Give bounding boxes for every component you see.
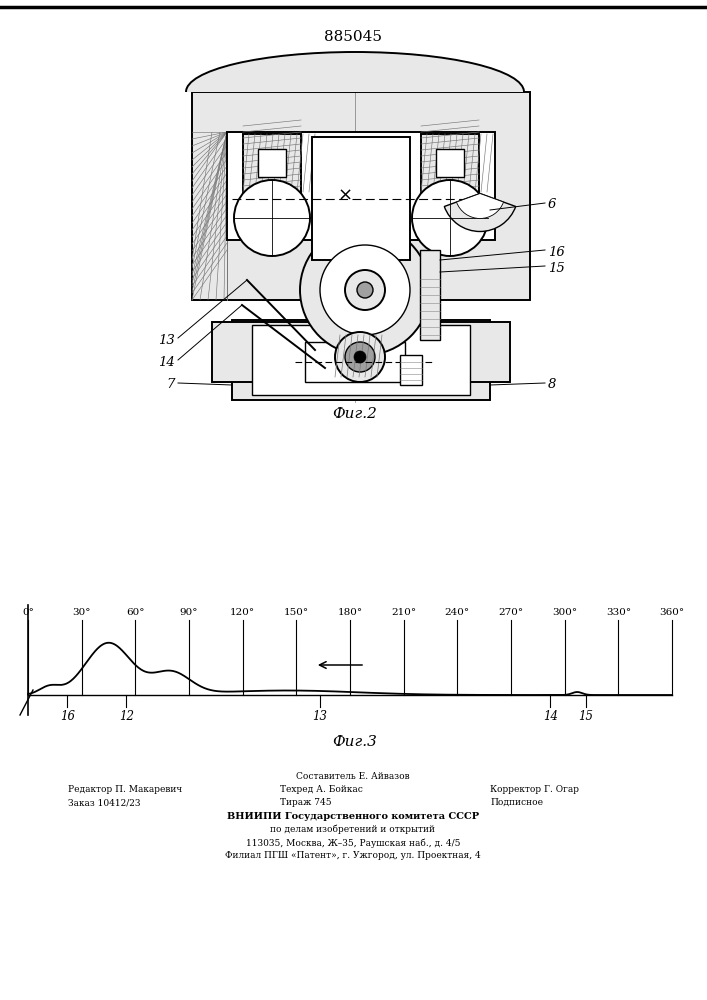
Text: Вид А: Вид А	[329, 54, 377, 68]
Circle shape	[320, 245, 410, 335]
Wedge shape	[444, 194, 515, 232]
Text: 113035, Москва, Ж–35, Раушская наб., д. 4/5: 113035, Москва, Ж–35, Раушская наб., д. …	[246, 838, 460, 848]
Text: 300°: 300°	[552, 608, 577, 617]
Circle shape	[335, 332, 385, 382]
Text: ВНИИПИ Государственного комитета СССР: ВНИИПИ Государственного комитета СССР	[227, 812, 479, 821]
Text: 6: 6	[548, 198, 556, 212]
Wedge shape	[457, 194, 503, 219]
Text: 90°: 90°	[180, 608, 198, 617]
Text: Тираж 745: Тираж 745	[280, 798, 332, 807]
Text: 360°: 360°	[660, 608, 684, 617]
Bar	[305, 342, 405, 382]
Bar	[252, 325, 470, 395]
Text: 14: 14	[543, 710, 558, 723]
Text: Техред А. Бойкас: Техред А. Бойкас	[280, 785, 363, 794]
Text: 0°: 0°	[22, 608, 34, 617]
Text: 150°: 150°	[284, 608, 309, 617]
Text: 7: 7	[167, 378, 175, 391]
Text: 60°: 60°	[126, 608, 145, 617]
Bar	[312, 137, 410, 260]
Text: 12: 12	[119, 710, 134, 723]
Text: 180°: 180°	[337, 608, 363, 617]
Bar	[212, 322, 510, 382]
Text: Редактор П. Макаревич: Редактор П. Макаревич	[68, 785, 182, 794]
Circle shape	[300, 225, 430, 355]
Bar	[420, 250, 440, 340]
Bar	[351, 317, 369, 330]
Bar	[421, 134, 479, 192]
Text: 240°: 240°	[445, 608, 470, 617]
Circle shape	[234, 180, 310, 256]
Polygon shape	[186, 52, 524, 92]
Bar	[243, 134, 301, 192]
Circle shape	[345, 342, 375, 372]
Text: 30°: 30°	[72, 608, 91, 617]
Text: 15: 15	[578, 710, 594, 723]
Bar	[436, 149, 464, 177]
Text: Корректор Г. Огар: Корректор Г. Огар	[490, 785, 579, 794]
Bar	[232, 320, 490, 400]
Text: ×: ×	[337, 186, 353, 205]
Text: 14: 14	[158, 356, 175, 368]
Circle shape	[357, 282, 373, 298]
Bar	[227, 132, 495, 240]
Text: 270°: 270°	[498, 608, 524, 617]
Circle shape	[412, 180, 488, 256]
Circle shape	[345, 270, 385, 310]
Text: 13: 13	[158, 334, 175, 347]
Text: Заказ 10412/23: Заказ 10412/23	[68, 798, 141, 807]
Text: 16: 16	[548, 245, 565, 258]
Text: Составитель Е. Айвазов: Составитель Е. Айвазов	[296, 772, 410, 781]
Bar	[192, 92, 530, 300]
Bar	[258, 149, 286, 177]
Text: 885045: 885045	[324, 30, 382, 44]
Text: 8: 8	[548, 378, 556, 391]
Text: Фиг.3: Фиг.3	[332, 735, 378, 749]
Bar	[400, 355, 422, 385]
Text: по делам изобретений и открытий: по делам изобретений и открытий	[271, 825, 436, 834]
Text: 120°: 120°	[230, 608, 255, 617]
Text: 16: 16	[60, 710, 75, 723]
Text: Фиг.2: Фиг.2	[332, 407, 378, 421]
Text: Подписное: Подписное	[490, 798, 543, 807]
Text: 13: 13	[312, 710, 327, 723]
Text: 15: 15	[548, 261, 565, 274]
Text: 210°: 210°	[391, 608, 416, 617]
Circle shape	[354, 351, 366, 363]
Text: Филиал ПГШ «Патент», г. Ужгород, ул. Проектная, 4: Филиал ПГШ «Патент», г. Ужгород, ул. Про…	[225, 851, 481, 860]
Text: 330°: 330°	[606, 608, 631, 617]
